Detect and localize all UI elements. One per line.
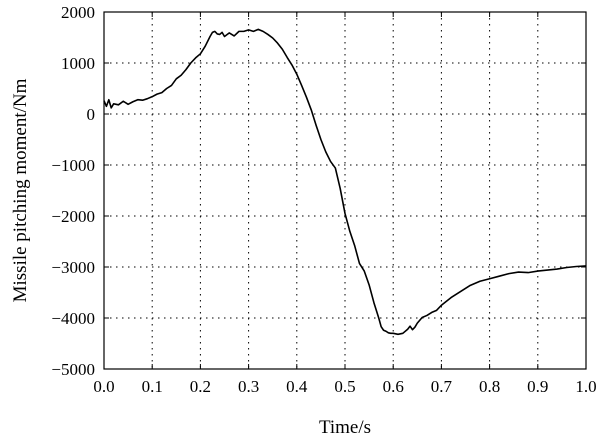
y-tick-label: 2000: [61, 3, 95, 22]
x-tick-labels: 0.0 0.1 0.2 0.3 0.4 0.5 0.6 0.7 0.8 0.9 1.0: [93, 377, 596, 396]
x-tick-label: 0.7: [431, 377, 453, 396]
x-tick-label: 0.6: [383, 377, 404, 396]
y-tick-labels: −5000 −4000 −3000 −2000 −1000 0 1000 2000: [51, 3, 95, 379]
y-tick-label: −4000: [51, 309, 95, 328]
x-tick-label: 0.9: [527, 377, 548, 396]
y-tick-label: −3000: [51, 258, 95, 277]
pitching-moment-line: [103, 28, 587, 336]
x-tick-label: 1.0: [575, 377, 596, 396]
y-tick-label: −1000: [51, 156, 95, 175]
y-tick-label: 0: [87, 105, 96, 124]
x-axis-title: Time/s: [319, 417, 371, 438]
y-tick-label: 1000: [61, 54, 95, 73]
x-tick-label: 0.0: [93, 377, 114, 396]
x-tick-label: 0.4: [286, 377, 308, 396]
axis-ticks: [103, 11, 587, 370]
y-tick-label: −2000: [51, 207, 95, 226]
x-tick-label: 0.3: [238, 377, 259, 396]
x-tick-label: 0.8: [479, 377, 500, 396]
plot-frame: [103, 11, 587, 370]
x-tick-label: 0.2: [190, 377, 211, 396]
y-tick-label: −5000: [51, 360, 95, 379]
y-axis-title: Missile pitching moment/Nm: [10, 78, 31, 302]
x-tick-label: 0.1: [142, 377, 163, 396]
x-tick-label: 0.5: [334, 377, 355, 396]
grid: [104, 12, 586, 369]
